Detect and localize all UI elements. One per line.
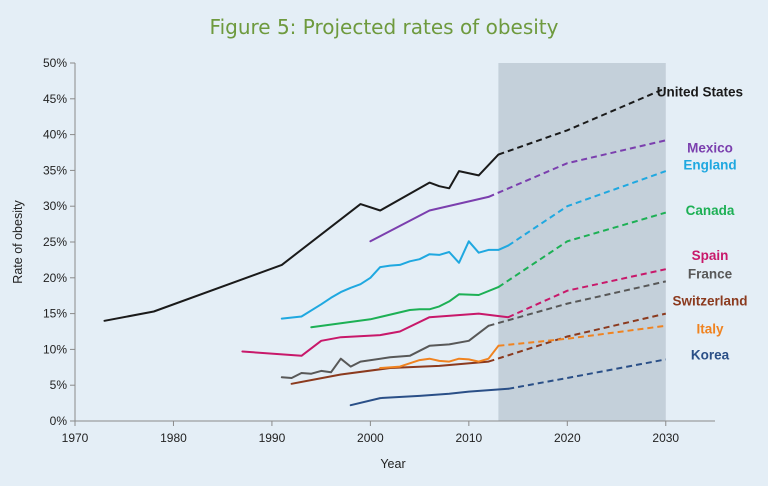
series-label-england: England — [683, 158, 736, 173]
series-united-states-observed — [103, 153, 500, 322]
series-spain-observed — [241, 312, 510, 357]
y-tick-label: 50% — [43, 56, 67, 70]
series-canada-observed — [310, 286, 500, 329]
series-england-observed — [280, 240, 510, 320]
series-switzerland-observed — [290, 360, 490, 385]
x-tick-label: 2030 — [652, 431, 679, 445]
series-korea-observed — [349, 387, 510, 407]
y-tick-label: 10% — [43, 342, 67, 356]
series-label-italy: Italy — [696, 322, 724, 337]
axes: 0% 5% 10% 15% 20% 25% 30% 35% 40% 45% 50% 1970 1980 1… — [43, 56, 715, 445]
y-tick-label: 5% — [50, 378, 68, 392]
projection-band — [498, 63, 666, 421]
series-korea-projected — [508, 358, 666, 390]
series-spain-projected — [507, 268, 667, 319]
x-tick-label: 2000 — [357, 431, 384, 445]
y-tick-label: 25% — [43, 235, 67, 249]
x-axis-title: Year — [380, 457, 405, 471]
series-label-mexico: Mexico — [687, 140, 733, 155]
series-label-switzerland: Switzerland — [672, 294, 747, 309]
x-tick-label: 1980 — [160, 431, 187, 445]
x-tick-label: 2010 — [455, 431, 482, 445]
series-label-korea: Korea — [691, 347, 730, 362]
series-label-france: France — [688, 267, 733, 282]
series-italy-observed — [379, 344, 500, 369]
series-lines — [103, 87, 667, 407]
series-france-observed — [280, 324, 490, 379]
series-italy-projected — [498, 324, 666, 347]
y-tick-label: 35% — [43, 163, 67, 177]
series-canada-projected — [497, 211, 667, 288]
series-france-projected — [488, 280, 667, 327]
series-united-states-projected — [498, 87, 667, 156]
series-label-united-states: United States — [657, 85, 743, 100]
x-tick-label: 2020 — [554, 431, 581, 445]
y-tick-label: 45% — [43, 92, 67, 106]
series-switzerland-projected — [488, 312, 667, 363]
series-mexico-observed — [369, 195, 490, 243]
x-tick-label: 1970 — [62, 431, 89, 445]
series-labels: United States Mexico England Canada Spain Fra… — [657, 85, 748, 363]
y-tick-label: 40% — [43, 128, 67, 142]
x-tick-label: 1990 — [259, 431, 286, 445]
series-label-spain: Spain — [692, 248, 729, 263]
chart-title: Figure 5: Projected rates of obesity — [209, 15, 559, 39]
series-label-canada: Canada — [686, 203, 735, 218]
y-tick-label: 20% — [43, 271, 67, 285]
series-england-projected — [507, 170, 667, 247]
y-axis-title: Rate of obesity — [11, 200, 25, 284]
series-mexico-projected — [488, 139, 667, 198]
projection-band-layer — [498, 63, 666, 421]
y-tick-label: 0% — [50, 414, 68, 428]
y-tick-label: 15% — [43, 307, 67, 321]
y-tick-label: 30% — [43, 199, 67, 213]
